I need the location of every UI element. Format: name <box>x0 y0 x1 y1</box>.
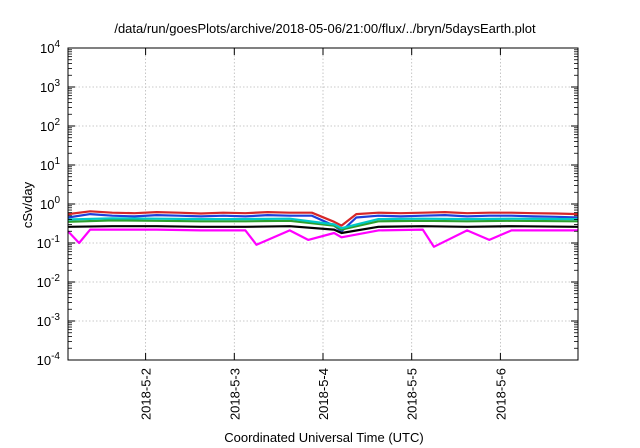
y-tick-label: 10-2 <box>37 273 61 290</box>
series-line <box>67 225 579 235</box>
x-axis-label: Coordinated Universal Time (UTC) <box>224 430 423 445</box>
y-tick-label: 10-4 <box>37 351 61 368</box>
x-axis: 2018-5-2 2018-5-3 2018-5-4 2018-5-5 2018-5-6 <box>139 48 508 420</box>
x-tick-label: 2018-5-3 <box>227 368 242 420</box>
y-tick-label: 103 <box>40 78 60 95</box>
x-tick-label: 2018-5-2 <box>139 368 154 420</box>
y-tick-label: 102 <box>40 117 60 134</box>
series-line <box>67 217 579 230</box>
y-tick-label: 104 <box>40 39 60 56</box>
series-group <box>67 210 579 248</box>
y-axis: 10-4 10-3 10-2 10-1 100 101 102 103 104 <box>37 39 578 368</box>
y-axis-label: cSv/day <box>20 181 35 228</box>
y-tick-label: 101 <box>40 156 60 173</box>
y-tick-label: 10-3 <box>37 312 61 329</box>
x-tick-label: 2018-5-6 <box>493 368 508 420</box>
y-tick-label: 10-1 <box>37 234 61 251</box>
x-tick-label: 2018-5-5 <box>405 368 420 420</box>
y-tick-label: 100 <box>40 195 60 212</box>
x-tick-label: 2018-5-4 <box>316 368 331 420</box>
grid <box>68 48 578 360</box>
chart-title: /data/run/goesPlots/archive/2018-05-06/2… <box>114 21 536 36</box>
series-line <box>67 210 579 227</box>
series-line <box>67 228 578 248</box>
